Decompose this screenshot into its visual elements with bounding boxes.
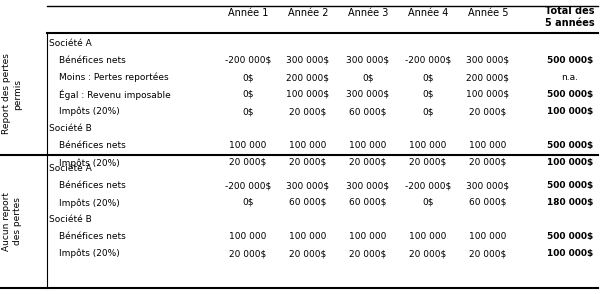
Text: Aucun report
des pertes: Aucun report des pertes — [2, 192, 22, 251]
Text: 0$: 0$ — [242, 90, 254, 99]
Text: Année 2: Année 2 — [288, 8, 328, 18]
Text: 100 000: 100 000 — [469, 141, 506, 150]
Text: 0$: 0$ — [242, 198, 254, 207]
Text: 300 000$: 300 000$ — [346, 90, 389, 99]
Text: 500 000$: 500 000$ — [547, 90, 593, 99]
Text: 60 000$: 60 000$ — [349, 107, 386, 116]
Text: 0$: 0$ — [422, 107, 434, 116]
Text: 100 000: 100 000 — [349, 232, 386, 241]
Text: 100 000$: 100 000$ — [286, 90, 329, 99]
Text: 100 000: 100 000 — [229, 232, 266, 241]
Text: 200 000$: 200 000$ — [287, 73, 329, 82]
Text: 0$: 0$ — [362, 73, 374, 82]
Text: Impôts (20%): Impôts (20%) — [59, 107, 120, 116]
Text: Impôts (20%): Impôts (20%) — [59, 198, 120, 208]
Text: 20 000$: 20 000$ — [469, 158, 506, 167]
Text: 500 000$: 500 000$ — [547, 181, 593, 190]
Text: Année 4: Année 4 — [408, 8, 448, 18]
Text: -200 000$: -200 000$ — [405, 56, 451, 65]
Text: 20 000$: 20 000$ — [289, 158, 326, 167]
Text: 180 000$: 180 000$ — [547, 198, 593, 207]
Text: 500 000$: 500 000$ — [547, 232, 593, 241]
Text: n.a.: n.a. — [562, 73, 578, 82]
Text: Bénéfices nets: Bénéfices nets — [59, 232, 126, 241]
Text: Report des pertes
permis: Report des pertes permis — [2, 54, 22, 134]
Text: 20 000$: 20 000$ — [289, 107, 326, 116]
Text: 20 000$: 20 000$ — [229, 249, 266, 258]
Text: 100 000: 100 000 — [409, 141, 446, 150]
Text: 20 000$: 20 000$ — [229, 158, 266, 167]
Text: 500 000$: 500 000$ — [547, 56, 593, 65]
Text: 20 000$: 20 000$ — [409, 158, 446, 167]
Text: 100 000$: 100 000$ — [547, 249, 593, 258]
Text: Moins : Pertes reportées: Moins : Pertes reportées — [59, 73, 169, 83]
Text: Année 3: Année 3 — [348, 8, 388, 18]
Text: 20 000$: 20 000$ — [349, 249, 386, 258]
Text: 100 000: 100 000 — [349, 141, 386, 150]
Text: 0$: 0$ — [242, 73, 254, 82]
Text: 20 000$: 20 000$ — [289, 249, 326, 258]
Text: 500 000$: 500 000$ — [547, 141, 593, 150]
Text: 200 000$: 200 000$ — [467, 73, 509, 82]
Text: Société B: Société B — [49, 215, 92, 224]
Text: Égal : Revenu imposable: Égal : Revenu imposable — [59, 90, 171, 101]
Text: 60 000$: 60 000$ — [289, 198, 326, 207]
Text: Année 1: Année 1 — [228, 8, 268, 18]
Text: 20 000$: 20 000$ — [469, 249, 506, 258]
Text: 300 000$: 300 000$ — [346, 181, 389, 190]
Text: 100 000: 100 000 — [409, 232, 446, 241]
Text: 300 000$: 300 000$ — [466, 181, 509, 190]
Text: 0$: 0$ — [422, 198, 434, 207]
Text: 60 000$: 60 000$ — [469, 198, 506, 207]
Text: 300 000$: 300 000$ — [466, 56, 509, 65]
Text: 100 000: 100 000 — [289, 141, 326, 150]
Text: Bénéfices nets: Bénéfices nets — [59, 181, 126, 190]
Text: 100 000: 100 000 — [289, 232, 326, 241]
Text: Impôts (20%): Impôts (20%) — [59, 158, 120, 168]
Text: Bénéfices nets: Bénéfices nets — [59, 56, 126, 65]
Text: Bénéfices nets: Bénéfices nets — [59, 141, 126, 150]
Text: Société A: Société A — [49, 39, 92, 48]
Text: Total des
5 années: Total des 5 années — [545, 6, 595, 28]
Text: 20 000$: 20 000$ — [469, 107, 506, 116]
Text: 300 000$: 300 000$ — [286, 181, 329, 190]
Text: 20 000$: 20 000$ — [409, 249, 446, 258]
Text: Société B: Société B — [49, 124, 92, 133]
Text: 100 000: 100 000 — [229, 141, 266, 150]
Text: 100 000$: 100 000$ — [466, 90, 509, 99]
Text: 0$: 0$ — [422, 90, 434, 99]
Text: 0$: 0$ — [422, 73, 434, 82]
Text: 100 000$: 100 000$ — [547, 158, 593, 167]
Text: 100 000: 100 000 — [469, 232, 506, 241]
Text: -200 000$: -200 000$ — [225, 56, 271, 65]
Text: 0$: 0$ — [242, 107, 254, 116]
Text: Année 5: Année 5 — [468, 8, 508, 18]
Text: -200 000$: -200 000$ — [405, 181, 451, 190]
Text: 20 000$: 20 000$ — [349, 158, 386, 167]
Text: -200 000$: -200 000$ — [225, 181, 271, 190]
Text: 60 000$: 60 000$ — [349, 198, 386, 207]
Text: Impôts (20%): Impôts (20%) — [59, 249, 120, 258]
Text: Société A: Société A — [49, 164, 92, 173]
Text: 300 000$: 300 000$ — [286, 56, 329, 65]
Text: 300 000$: 300 000$ — [346, 56, 389, 65]
Text: 100 000$: 100 000$ — [547, 107, 593, 116]
